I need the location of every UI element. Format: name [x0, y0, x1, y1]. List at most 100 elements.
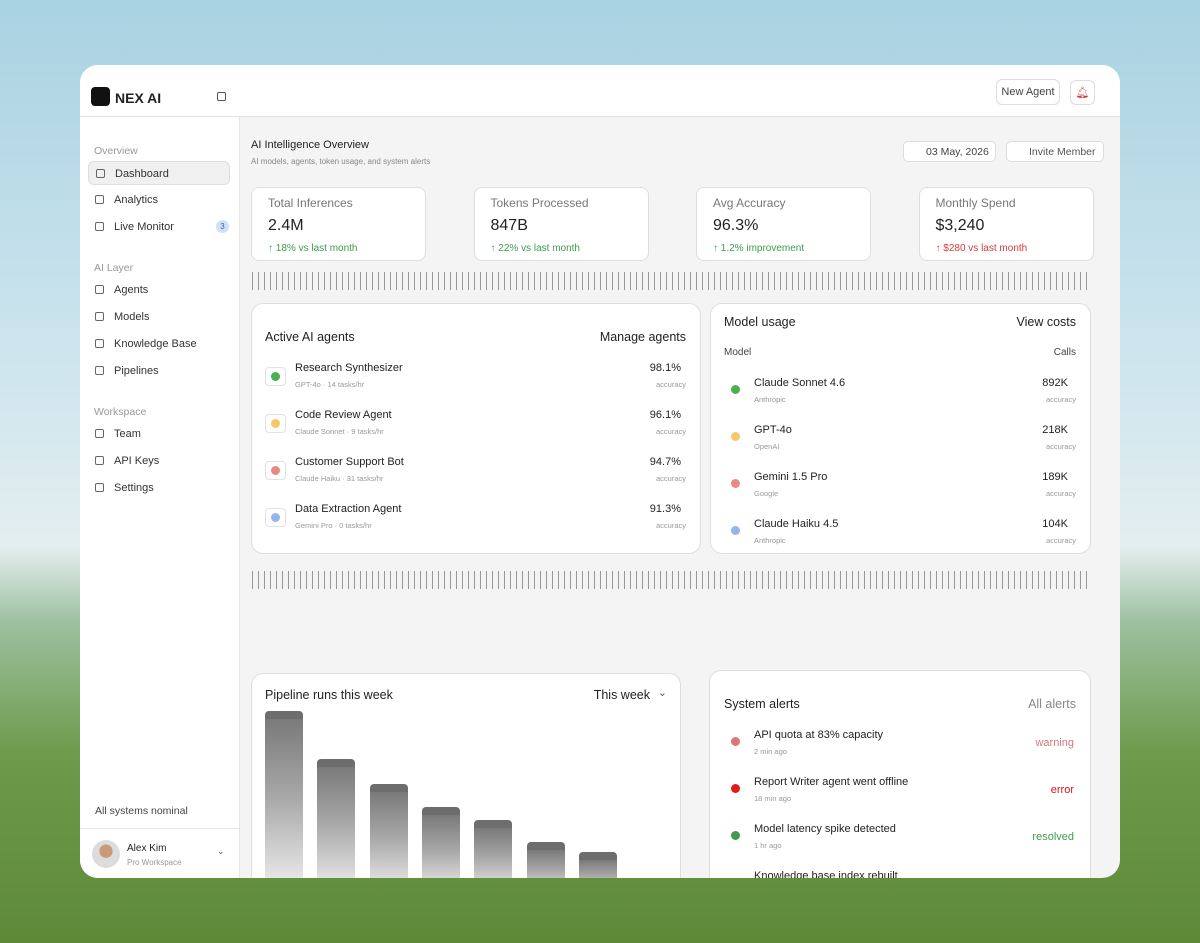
stat-value: 2.4M [268, 217, 304, 234]
nav-item[interactable]: Pipelines [88, 359, 230, 383]
nav-item[interactable]: Dashboard [88, 161, 230, 185]
stat-card: Avg Accuracy 96.3% ↑ 1.2% improvement [696, 187, 871, 261]
alert-text: Report Writer agent went offline [754, 776, 909, 788]
model-calls: 189K [1042, 471, 1068, 483]
nav-icon [95, 429, 104, 438]
nav-item[interactable]: Knowledge Base [88, 332, 230, 356]
bar [317, 759, 356, 878]
model-calls: 218K [1042, 424, 1068, 436]
model-provider: Anthropic [754, 395, 786, 404]
nav-label: Live Monitor [114, 221, 174, 233]
stat-change: ↑ 22% vs last month [490, 243, 580, 254]
nav-item[interactable]: API Keys [88, 449, 230, 473]
stat-value: $3,240 [935, 217, 985, 234]
user-menu[interactable]: ⌄ [217, 846, 225, 856]
nav-label: Pipelines [114, 365, 159, 377]
nav-item[interactable]: Models [88, 305, 230, 329]
panel-link[interactable]: Manage agents [599, 330, 686, 344]
nav-item[interactable]: Team [88, 422, 230, 446]
app-window: NEX AI New Agent 🔔︎ Overview Dashboard Ana… [80, 65, 1120, 878]
divider [80, 828, 240, 829]
status-dot [731, 479, 740, 488]
model-name: GPT-4o [754, 424, 792, 436]
panel-link[interactable]: View costs [1016, 315, 1076, 329]
stat-change: ↑ 1.2% improvement [713, 243, 805, 254]
model-unit: accuracy [1045, 489, 1076, 498]
bar [369, 784, 408, 878]
status-dot [271, 513, 280, 522]
status-dot [271, 419, 280, 428]
bar [421, 807, 460, 878]
chart-filter[interactable]: This week [593, 688, 650, 702]
agent-meta: Gemini Pro · 0 tasks/hr [295, 521, 372, 530]
alert-text: Model latency spike detected [754, 823, 896, 835]
bar [474, 820, 513, 878]
bar [265, 711, 303, 878]
agent-meta: GPT-4o · 14 tasks/hr [295, 380, 365, 389]
panel-title: Model usage [724, 315, 796, 329]
page-subtitle: AI models, agents, token usage, and syst… [251, 157, 431, 166]
date-button[interactable]: 03 May, 2026 [903, 141, 996, 162]
brand: NEX AI [115, 90, 162, 106]
alert-status: resolved [1032, 831, 1074, 843]
collapse-icon[interactable] [217, 92, 226, 101]
status-dot [731, 831, 740, 840]
agent-unit: accuracy [655, 427, 686, 436]
model-provider: Anthropic [754, 536, 786, 545]
status-dot [731, 737, 740, 746]
alert-time: 1 hr ago [754, 841, 782, 850]
agent-name: Research Synthesizer [295, 362, 403, 374]
alert-status: error [1050, 784, 1074, 796]
nav-icon [95, 195, 104, 204]
nav-item[interactable]: Settings [88, 476, 230, 500]
nav-icon [95, 312, 104, 321]
agent-accuracy: 94.7% [649, 456, 681, 468]
panel-link[interactable]: All alerts [1028, 697, 1076, 711]
column-header: Calls [1053, 347, 1076, 358]
alert-time: 2 min ago [754, 747, 787, 756]
alert-time: 18 min ago [754, 794, 792, 803]
status-dot [731, 784, 740, 793]
chart-title: Pipeline runs this week [265, 688, 393, 702]
logo [91, 87, 110, 106]
alert-text: Knowledge base index rebuilt [754, 870, 898, 878]
main: AI Intelligence Overview AI models, agent… [240, 117, 1120, 878]
agent-name: Code Review Agent [295, 409, 392, 421]
divider-pattern [252, 272, 1092, 290]
nav-item[interactable]: Live Monitor 3 [88, 215, 230, 239]
stat-label: Monthly Spend [935, 196, 1016, 210]
agent-unit: accuracy [655, 474, 686, 483]
agent-icon [265, 367, 286, 386]
agents-panel: Active AI agents Manage agents Research Sy… [251, 303, 701, 554]
alerts-panel: System alerts All alerts API quota at 83% … [709, 670, 1091, 878]
alert-status: warning [1035, 737, 1074, 749]
stat-value: 847B [490, 217, 528, 234]
new-agent-button[interactable]: New Agent [996, 79, 1060, 105]
notifications-button[interactable]: 🔔︎ [1070, 80, 1095, 105]
section-title: Workspace [94, 406, 147, 418]
stat-label: Avg Accuracy [713, 196, 786, 210]
divider-pattern [252, 571, 1092, 589]
agent-unit: accuracy [655, 521, 686, 530]
nav-item[interactable]: Agents [88, 278, 230, 302]
invite-button[interactable]: Invite Member [1006, 141, 1104, 162]
stat-value: 96.3% [713, 217, 759, 234]
status-dot [271, 466, 280, 475]
agent-name: Customer Support Bot [295, 456, 404, 468]
nav-item[interactable]: Analytics [88, 188, 230, 212]
models-panel: Model usage View costs Model Calls Claude So… [710, 303, 1091, 554]
nav-icon [95, 339, 104, 348]
stat-card: Monthly Spend $3,240 ↑ $280 vs last month [918, 187, 1094, 261]
status: All systems nominal [95, 805, 188, 817]
nav-icon [95, 456, 104, 465]
filter-caret[interactable]: ⌄ [657, 687, 667, 699]
nav-label: Agents [114, 284, 149, 296]
agent-meta: Claude Sonnet · 9 tasks/hr [295, 427, 384, 436]
model-unit: accuracy [1045, 442, 1076, 451]
model-name: Claude Haiku 4.5 [754, 518, 839, 530]
nav-label: Models [114, 311, 150, 323]
nav-icon [95, 483, 104, 492]
agent-icon [265, 414, 286, 433]
agent-meta: Claude Haiku · 31 tasks/hr [295, 474, 384, 483]
